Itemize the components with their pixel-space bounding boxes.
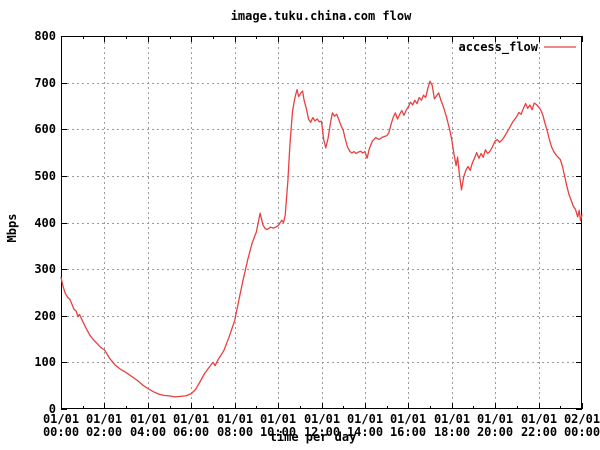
x-tick-label-time: 02:00 — [86, 425, 122, 439]
x-tick-label-date: 02/01 — [564, 412, 600, 426]
x-tick-label-date: 01/01 — [260, 412, 296, 426]
x-tick-label-time: 06:00 — [173, 425, 209, 439]
x-tick-label-date: 01/01 — [173, 412, 209, 426]
y-tick-label: 0 — [49, 402, 56, 416]
x-tick-label-time: 00:00 — [43, 425, 79, 439]
y-tick-label: 700 — [34, 76, 56, 90]
x-tick-label-date: 01/01 — [521, 412, 557, 426]
grid-layer — [62, 37, 581, 408]
x-tick-label-time: 16:00 — [390, 425, 426, 439]
x-tick-label-time: 10:00 — [260, 425, 296, 439]
x-tick-label-date: 01/01 — [434, 412, 470, 426]
y-tick-label: 400 — [34, 216, 56, 230]
x-tick-label-date: 01/01 — [390, 412, 426, 426]
x-tick-label-date: 01/01 — [477, 412, 513, 426]
label-layer: 010020030040050060070080001/0100:0001/01… — [34, 29, 600, 439]
legend-label: access_flow — [459, 40, 539, 55]
x-tick-label-time: 22:00 — [521, 425, 557, 439]
plot-border — [61, 36, 582, 409]
access-flow-line — [60, 80, 583, 398]
x-tick-label-time: 14:00 — [347, 425, 383, 439]
y-tick-label: 600 — [34, 122, 56, 136]
x-tick-label-date: 01/01 — [130, 412, 166, 426]
chart-title: image.tuku.china.com flow — [231, 9, 412, 23]
y-tick-label: 200 — [34, 309, 56, 323]
x-tick-label-date: 01/01 — [86, 412, 122, 426]
y-tick-label: 300 — [34, 262, 56, 276]
x-tick-label-time: 04:00 — [130, 425, 166, 439]
tick-layer — [61, 36, 583, 410]
y-tick-label: 500 — [34, 169, 56, 183]
x-tick-label-date: 01/01 — [347, 412, 383, 426]
x-tick-label-date: 01/01 — [43, 412, 79, 426]
x-tick-label-date: 01/01 — [304, 412, 340, 426]
y-tick-label: 800 — [34, 29, 56, 43]
x-axis-label: time per day — [270, 430, 357, 444]
y-tick-label: 100 — [34, 355, 56, 369]
series-access_flow — [60, 80, 583, 398]
x-tick-label-time: 12:00 — [304, 425, 340, 439]
x-tick-label-time: 08:00 — [217, 425, 253, 439]
y-axis-label: Mbps — [5, 214, 19, 243]
x-tick-label-time: 00:00 — [564, 425, 600, 439]
x-tick-label-time: 20:00 — [477, 425, 513, 439]
x-tick-label-time: 18:00 — [434, 425, 470, 439]
x-tick-label-date: 01/01 — [217, 412, 253, 426]
